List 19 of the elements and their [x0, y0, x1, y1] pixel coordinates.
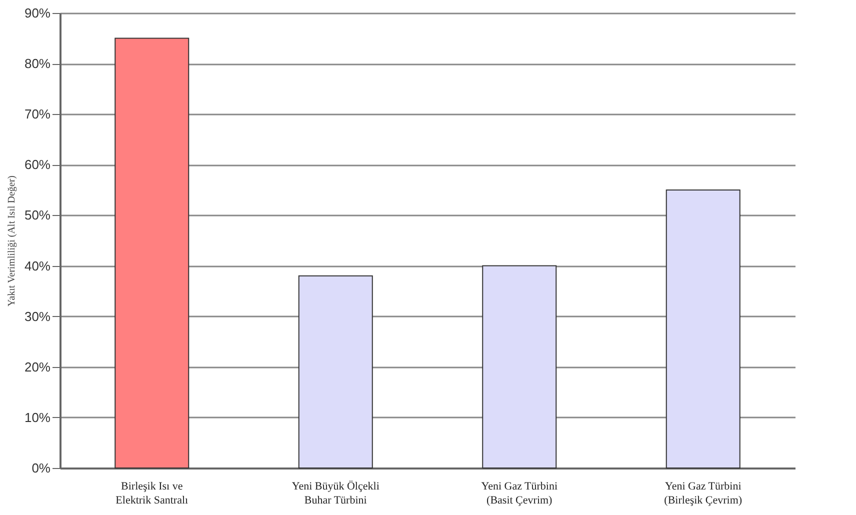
y-tick-label: 70% [24, 106, 51, 122]
y-tick-label: 60% [24, 157, 51, 172]
y-tick-label: 10% [24, 410, 51, 425]
y-tick-label: 20% [24, 359, 51, 374]
x-tick-label: Yeni Gaz Türbini (Birleşik Çevrim) [664, 480, 742, 506]
y-axis-title: Yakıt Verimliliği (Alt Isıl Değer) [6, 175, 18, 307]
x-tick-label: Yeni Gaz Türbini (Basit Çevrim) [481, 480, 558, 506]
bar [298, 275, 373, 468]
y-tick-label: 50% [24, 208, 51, 223]
bar [666, 189, 740, 468]
y-tick-label: 0% [32, 460, 51, 476]
y-tick-label: 30% [24, 308, 51, 324]
y-tick-label: 80% [24, 56, 51, 72]
bar [114, 38, 190, 468]
y-tick-label: 90% [24, 6, 51, 20]
x-tick-label: Birleşik Isı ve Elektrik Santralı [116, 480, 188, 506]
bar [482, 265, 557, 468]
x-tick-label: Yeni Büyük Ölçekli Buhar Türbini [292, 480, 380, 506]
y-tick-label: 40% [24, 258, 51, 274]
